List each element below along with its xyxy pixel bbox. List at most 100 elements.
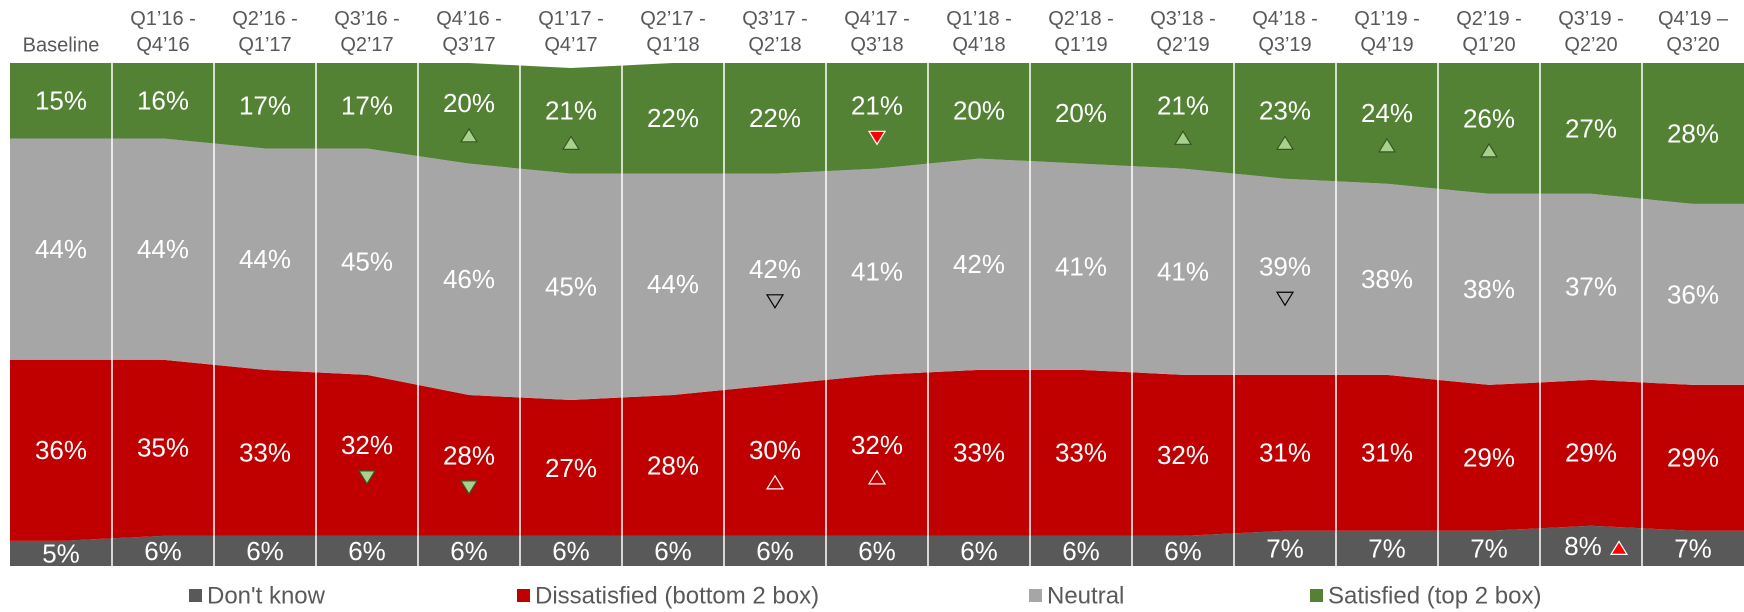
- significance-marker: [1275, 135, 1295, 150]
- significance-marker: [1275, 291, 1295, 307]
- significance-marker: [459, 480, 479, 496]
- legend-label: Don't know: [207, 582, 326, 609]
- area-edge: [10, 540, 61, 566]
- significance-marker: [1609, 540, 1629, 555]
- area-edge: [1693, 384, 1744, 531]
- data-label: 27%: [1565, 113, 1617, 143]
- data-label: 29%: [1463, 443, 1515, 473]
- data-label: 8%: [1564, 531, 1602, 561]
- data-label: 6%: [756, 536, 794, 566]
- data-label: 26%: [1463, 103, 1515, 133]
- data-label: 6%: [1062, 536, 1100, 566]
- data-label: 6%: [654, 536, 692, 566]
- data-label: 6%: [858, 536, 896, 566]
- x-tick-label: Q1’19 -Q4’19: [1354, 8, 1420, 56]
- data-label: 41%: [851, 257, 903, 287]
- x-tick-label: Q3’19 -Q2’20: [1558, 8, 1624, 56]
- data-label: 29%: [1565, 438, 1617, 468]
- data-label: 17%: [341, 91, 393, 121]
- data-label: 44%: [137, 234, 189, 264]
- significance-marker: [1479, 142, 1499, 158]
- x-tick-label: Q4’16 -Q3’17: [436, 8, 502, 56]
- data-label: 20%: [953, 96, 1005, 126]
- data-label: 6%: [450, 536, 488, 566]
- x-tick-label: Q2’16 -Q1’17: [232, 8, 298, 56]
- x-tick-label: Q2’17 -Q1’18: [640, 8, 706, 56]
- data-label: 36%: [1667, 279, 1719, 309]
- x-tick-label: Q1’17 -Q4’17: [538, 8, 604, 56]
- data-label: 37%: [1565, 272, 1617, 302]
- legend-swatch: [189, 589, 202, 602]
- legend-swatch: [1310, 589, 1323, 602]
- data-label: 46%: [443, 264, 495, 294]
- area-edge: [10, 359, 61, 541]
- significance-marker: [1173, 130, 1193, 145]
- x-tick-label: Q4’17 -Q3’18: [844, 8, 910, 56]
- legend-swatch: [517, 589, 530, 602]
- data-label: 7%: [1674, 533, 1712, 563]
- data-label: 7%: [1470, 533, 1508, 563]
- x-tick-label: Baseline: [23, 34, 100, 56]
- data-label: 24%: [1361, 98, 1413, 128]
- significance-marker: [867, 130, 887, 146]
- data-label: 22%: [647, 103, 699, 133]
- data-label: 44%: [239, 244, 291, 274]
- data-label: 30%: [749, 435, 801, 465]
- data-label: 22%: [749, 103, 801, 133]
- data-label: 44%: [35, 234, 87, 264]
- data-label: 45%: [545, 272, 597, 302]
- data-label: 17%: [239, 91, 291, 121]
- significance-marker: [459, 127, 479, 143]
- area-edge: [10, 63, 61, 139]
- data-label: 20%: [443, 88, 495, 118]
- significance-marker: [765, 294, 785, 309]
- area: [61, 359, 1693, 541]
- data-label: 42%: [953, 249, 1005, 279]
- x-tick-label: Q2’19 -Q1’20: [1456, 8, 1522, 56]
- data-label: 29%: [1667, 443, 1719, 473]
- data-label: 33%: [953, 438, 1005, 468]
- data-label: 6%: [1164, 536, 1202, 566]
- data-label: 6%: [552, 536, 590, 566]
- significance-marker: [561, 135, 581, 150]
- x-tick-label: Q1’16 -Q4’16: [130, 8, 196, 56]
- data-label: 23%: [1259, 96, 1311, 126]
- data-label: 21%: [851, 91, 903, 121]
- data-label: 31%: [1259, 438, 1311, 468]
- data-label: 32%: [341, 430, 393, 460]
- data-label: 45%: [341, 247, 393, 277]
- area-edge: [10, 138, 61, 360]
- legend-swatch: [1029, 589, 1042, 602]
- plot-area: [10, 63, 1744, 566]
- area-edge: [1693, 530, 1744, 566]
- data-label: 21%: [545, 96, 597, 126]
- data-label: 16%: [137, 86, 189, 116]
- data-label: 35%: [137, 433, 189, 463]
- significance-marker: [1377, 137, 1397, 153]
- x-tick-label: Q4’18 -Q3’19: [1252, 8, 1318, 56]
- x-tick-label: Q3’17 -Q2’18: [742, 8, 808, 56]
- data-label: 42%: [749, 254, 801, 284]
- x-tick-label: Q3’18 -Q2’19: [1150, 8, 1216, 56]
- legend-label: Satisfied (top 2 box): [1328, 582, 1541, 609]
- data-label: 28%: [1667, 118, 1719, 148]
- data-label: 21%: [1157, 91, 1209, 121]
- significance-marker: [867, 469, 887, 485]
- legend-label: Dissatisfied (bottom 2 box): [535, 582, 819, 609]
- data-label: 41%: [1055, 252, 1107, 282]
- data-label: 7%: [1368, 533, 1406, 563]
- x-tick-label: Q3’16 -Q2’17: [334, 8, 400, 56]
- data-label: 5%: [42, 538, 80, 568]
- data-label: 33%: [239, 438, 291, 468]
- legend-label: Neutral: [1047, 582, 1124, 609]
- data-label: 33%: [1055, 438, 1107, 468]
- data-label: 41%: [1157, 257, 1209, 287]
- area-edge: [1693, 63, 1744, 204]
- data-label: 20%: [1055, 98, 1107, 128]
- data-label: 38%: [1463, 274, 1515, 304]
- x-tick-label: Q4’19 – Q3’20: [1658, 8, 1729, 56]
- x-tick-label: Q2’18 -Q1’19: [1048, 8, 1114, 56]
- data-label: 36%: [35, 435, 87, 465]
- significance-marker: [765, 474, 785, 490]
